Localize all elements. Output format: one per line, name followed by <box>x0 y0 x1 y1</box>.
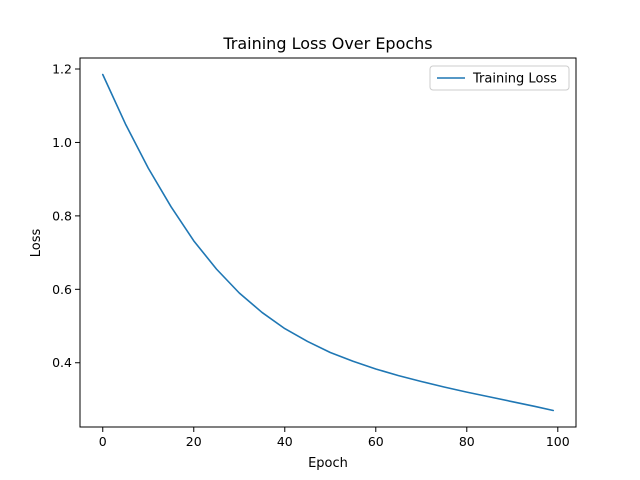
y-tick-label: 1.0 <box>52 135 72 150</box>
x-tick-label: 0 <box>99 434 107 449</box>
legend-entry-label: Training Loss <box>472 72 557 87</box>
series-line-training-loss <box>101 73 555 412</box>
legend-box <box>429 65 570 91</box>
x-tick-label: 60 <box>368 434 384 449</box>
chart-title: Training Loss Over Epochs <box>222 34 432 53</box>
legend: Training Loss <box>429 65 570 91</box>
x-tick-label: 100 <box>546 434 570 449</box>
x-axis-label: Epoch <box>308 456 348 471</box>
y-tick-label: 1.2 <box>52 62 72 77</box>
y-axis-label: Loss <box>29 229 44 258</box>
plot-frame <box>79 57 577 428</box>
y-tick-label: 0.6 <box>52 282 72 297</box>
x-tick-label: 20 <box>186 434 202 449</box>
x-tick-label: 40 <box>277 434 293 449</box>
y-tick-label: 0.8 <box>52 208 72 223</box>
x-tick-label: 80 <box>459 434 475 449</box>
y-tick-label: 0.4 <box>52 355 72 370</box>
